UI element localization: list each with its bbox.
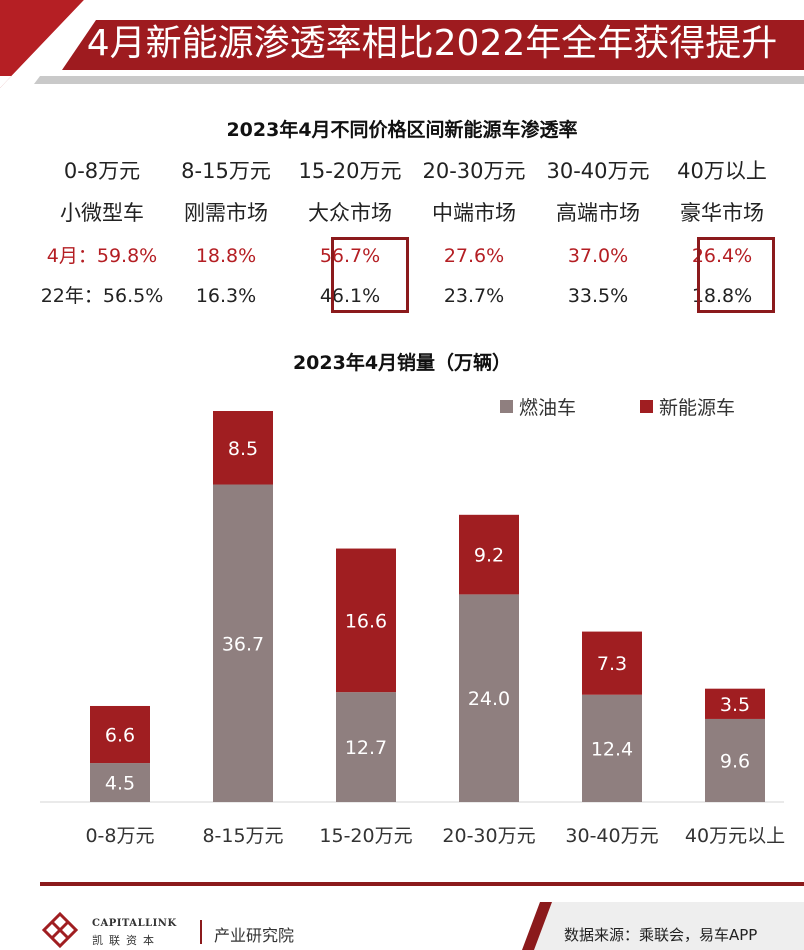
- segment-row: 小微型车 刚需市场 大众市场 中端市场 高端市场 豪华市场: [40, 193, 784, 233]
- data-label-nev: 16.6: [345, 610, 387, 632]
- data-label-ice: 4.5: [105, 773, 135, 795]
- legend-swatch-nev: [640, 399, 653, 413]
- april-penetration-cell: 56.7%: [319, 245, 381, 267]
- chart-title: 2023年4月销量（万辆）: [292, 352, 512, 374]
- legend-item-ice: 燃油车: [500, 394, 577, 419]
- april-penetration-cell: 26.4%: [691, 245, 753, 267]
- bar-segment-ice: [336, 692, 396, 802]
- price-range-cell: 30-40万元: [546, 159, 650, 183]
- data-label-ice: 12.4: [591, 738, 633, 760]
- segment-cell: 中端市场: [432, 201, 516, 225]
- bar-segment-nev: [336, 548, 396, 693]
- legend-label-ice: 燃油车: [519, 396, 577, 419]
- april-penetration-cell: 18.8%: [195, 245, 257, 267]
- price-range-cell: 20-30万元: [422, 159, 526, 183]
- highlight-box-luxury-market: [697, 237, 775, 313]
- segment-cell: 大众市场: [308, 201, 392, 225]
- legend-label-nev: 新能源车: [659, 396, 736, 419]
- price-range-row: 0-8万元 8-15万元 15-20万元 20-30万元 30-40万元 40万…: [40, 151, 784, 191]
- y2022-penetration-cell: 33.5%: [567, 285, 629, 307]
- april-penetration-cell: 37.0%: [567, 245, 629, 267]
- data-source-note: 数据来源：乘联会，易车APP: [564, 926, 758, 944]
- x-tick-label: 40万元以上: [685, 825, 785, 847]
- bar-segment-ice: [90, 763, 150, 802]
- legend-item-nev: 新能源车: [640, 394, 736, 419]
- price-range-cell: 8-15万元: [181, 159, 271, 183]
- bar-segment-nev: [705, 688, 765, 719]
- bar-segment-ice: [582, 694, 642, 802]
- department-label: 产业研究院: [214, 926, 295, 945]
- data-label-nev: 7.3: [597, 653, 627, 675]
- y2022-penetration-cell: 18.8%: [691, 285, 753, 307]
- logo-text-en: CAPITALLINK: [92, 918, 177, 929]
- x-tick-label: 8-15万元: [202, 825, 283, 847]
- segment-cell: 小微型车: [60, 201, 144, 225]
- logo-text-cn: 凯联资本: [92, 934, 160, 947]
- april-penetration-cell: 27.6%: [443, 245, 505, 267]
- bar-segment-ice: [459, 594, 519, 802]
- title-banner: 4月新能源渗透率相比2022年全年获得提升: [0, 0, 804, 88]
- bar-segment-ice: [213, 484, 273, 802]
- data-label-ice: 12.7: [345, 737, 387, 759]
- bar-segment-ice: [705, 718, 765, 802]
- y2022-penetration-row: 22年：56.5% 16.3% 46.1% 23.7% 33.5% 18.8%: [40, 276, 784, 316]
- x-tick-label: 15-20万元: [319, 825, 412, 847]
- capitallink-logo-icon: [41, 911, 79, 949]
- highlight-box-mass-market: [331, 237, 409, 313]
- price-range-cell: 0-8万元: [63, 159, 141, 183]
- segment-cell: 豪华市场: [680, 201, 764, 225]
- bar-segment-nev: [459, 514, 519, 595]
- data-label-nev: 6.6: [105, 725, 135, 747]
- y2022-penetration-cell: 23.7%: [443, 285, 505, 307]
- banner-background: [0, 0, 804, 88]
- april-penetration-cell: 4月：59.8%: [46, 245, 158, 267]
- table-title: 2023年4月不同价格区间新能源车渗透率: [226, 119, 578, 141]
- logo-separator: [200, 920, 202, 944]
- x-tick-label: 0-8万元: [85, 825, 154, 847]
- y2022-penetration-cell: 22年：56.5%: [40, 285, 164, 307]
- segment-cell: 高端市场: [556, 201, 640, 225]
- bar-segment-nev: [90, 705, 150, 764]
- data-label-ice: 36.7: [222, 633, 264, 655]
- sales-stacked-bar-chart: 4.5 6.6 0-8万元 36.7 8.5 8-15万元 12.7 16.6 15-20万元 2…: [40, 411, 785, 847]
- footer-divider: [40, 882, 804, 886]
- data-label-nev: 9.2: [474, 545, 504, 567]
- data-label-ice: 9.6: [720, 750, 750, 772]
- y2022-penetration-cell: 46.1%: [319, 285, 381, 307]
- page-title: 4月新能源渗透率相比2022年全年获得提升: [86, 23, 778, 64]
- x-tick-label: 30-40万元: [565, 825, 658, 847]
- bar-segment-nev: [582, 631, 642, 695]
- y2022-penetration-cell: 16.3%: [195, 285, 257, 307]
- x-tick-label: 20-30万元: [442, 825, 535, 847]
- legend-swatch-ice: [500, 399, 513, 413]
- price-range-cell: 15-20万元: [298, 159, 402, 183]
- april-penetration-row: 4月：59.8% 18.8% 56.7% 27.6% 37.0% 26.4%: [40, 236, 784, 276]
- segment-cell: 刚需市场: [184, 201, 268, 225]
- price-range-cell: 40万以上: [677, 159, 767, 183]
- data-label-nev: 3.5: [720, 694, 750, 716]
- bar-segment-nev: [213, 411, 273, 485]
- data-label-nev: 8.5: [228, 438, 258, 460]
- data-label-ice: 24.0: [468, 688, 510, 710]
